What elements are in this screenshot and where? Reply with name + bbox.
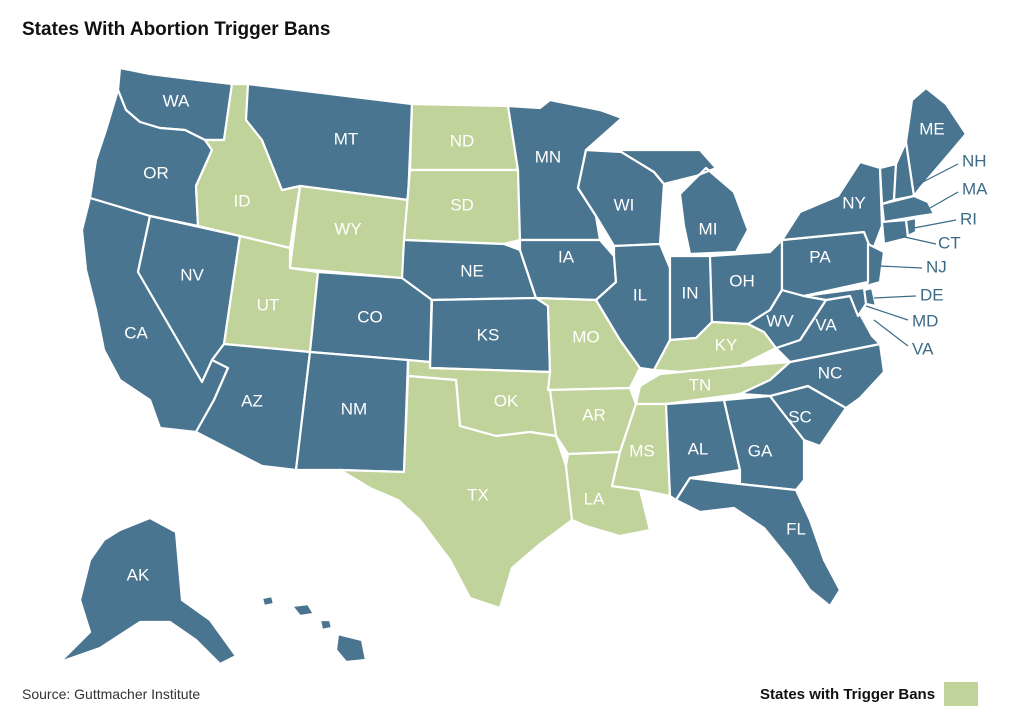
callouts-layer: NH MA RI CT NJ DE MD VA xyxy=(865,151,988,358)
callout-label-VA: VA xyxy=(912,339,934,358)
state-label-MI: MI xyxy=(699,219,718,238)
legend-label: States with Trigger Bans xyxy=(760,685,936,703)
state-label-CO: CO xyxy=(357,307,383,326)
state-label-MS: MS xyxy=(629,441,655,460)
state-label-AZ: AZ xyxy=(241,391,263,410)
state-label-NC: NC xyxy=(818,363,843,382)
callout-leader-VA xyxy=(873,319,909,347)
state-label-SD: SD xyxy=(450,195,474,214)
state-label-ME: ME xyxy=(919,119,945,138)
state-label-WV: WV xyxy=(766,311,794,330)
state-label-AR: AR xyxy=(582,405,606,424)
state-IL[interactable] xyxy=(594,242,672,372)
state-label-WY: WY xyxy=(334,219,361,238)
state-CT[interactable] xyxy=(880,218,910,246)
state-label-GA: GA xyxy=(748,441,773,460)
labels-layer: WA OR CA NV ID MT WY UT AZ CO NM ND SD NE KS OK TX MN IA MO… xyxy=(124,91,945,584)
source-note: Source: Guttmacher Institute xyxy=(22,686,201,702)
callout-label-RI: RI xyxy=(960,209,977,228)
state-SD[interactable] xyxy=(402,168,522,246)
state-NJ[interactable] xyxy=(864,242,886,288)
callout-label-DE: DE xyxy=(920,285,944,304)
state-label-PA: PA xyxy=(809,247,831,266)
state-label-AK: AK xyxy=(127,565,150,584)
callout-label-MA: MA xyxy=(962,179,988,198)
state-label-IL: IL xyxy=(633,285,647,304)
state-label-OK: OK xyxy=(494,391,519,410)
state-label-IA: IA xyxy=(558,247,575,266)
us-map: WA OR CA NV ID MT WY UT AZ CO NM ND SD NE KS OK TX MN IA MO… xyxy=(58,66,988,666)
state-label-WI: WI xyxy=(614,195,635,214)
state-label-MT: MT xyxy=(334,129,359,148)
state-label-KY: KY xyxy=(715,335,738,354)
callout-label-CT: CT xyxy=(938,233,961,252)
state-label-MO: MO xyxy=(572,327,599,346)
state-TX[interactable] xyxy=(338,374,574,610)
legend-swatch xyxy=(944,682,979,706)
state-MD[interactable] xyxy=(802,286,868,318)
state-label-OH: OH xyxy=(729,271,755,290)
callout-leader-DE xyxy=(873,295,917,299)
state-FL[interactable] xyxy=(674,476,842,608)
callout-leader-CT xyxy=(899,235,937,245)
callout-leader-NJ xyxy=(879,265,923,269)
legend: States with Trigger Bans xyxy=(760,682,979,706)
state-TN[interactable] xyxy=(634,360,792,406)
states-layer xyxy=(58,66,968,666)
state-label-TN: TN xyxy=(689,375,712,394)
state-AK[interactable] xyxy=(58,516,238,666)
state-label-ND: ND xyxy=(450,131,475,150)
state-label-CA: CA xyxy=(124,323,148,342)
state-label-FL: FL xyxy=(786,519,806,538)
state-HI[interactable] xyxy=(260,594,368,664)
state-MI[interactable] xyxy=(616,148,750,256)
state-label-NE: NE xyxy=(460,261,484,280)
callout-leader-NH xyxy=(914,163,959,187)
state-label-ID: ID xyxy=(234,191,251,210)
state-label-MN: MN xyxy=(535,147,561,166)
page-title: States With Abortion Trigger Bans xyxy=(22,19,331,40)
state-label-KS: KS xyxy=(477,325,500,344)
state-label-TX: TX xyxy=(467,485,489,504)
callout-label-NH: NH xyxy=(962,151,987,170)
callout-leader-MD xyxy=(865,305,909,321)
state-RI[interactable] xyxy=(904,216,918,238)
state-label-LA: LA xyxy=(584,489,605,508)
state-label-SC: SC xyxy=(788,407,812,426)
callout-leader-RI xyxy=(913,219,957,229)
state-label-NV: NV xyxy=(180,265,204,284)
state-ME[interactable] xyxy=(904,86,968,198)
state-label-WA: WA xyxy=(163,91,190,110)
state-label-AL: AL xyxy=(688,439,709,458)
callout-label-MD: MD xyxy=(912,311,938,330)
state-label-NY: NY xyxy=(842,193,866,212)
callout-label-NJ: NJ xyxy=(926,257,947,276)
state-label-OR: OR xyxy=(143,163,169,182)
state-label-VA: VA xyxy=(815,315,837,334)
callout-leader-MA xyxy=(929,191,959,209)
state-label-UT: UT xyxy=(257,295,280,314)
state-label-NM: NM xyxy=(341,399,367,418)
state-label-IN: IN xyxy=(682,283,699,302)
